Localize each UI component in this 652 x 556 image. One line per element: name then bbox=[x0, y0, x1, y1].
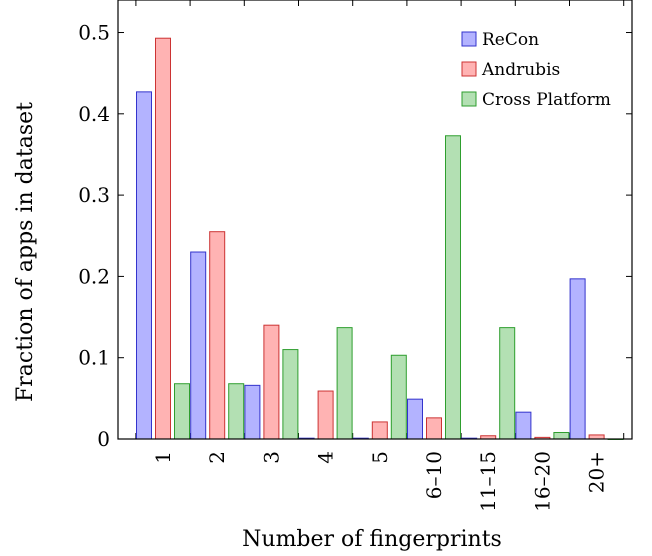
bar-cross-platform bbox=[174, 383, 190, 440]
bar-recon bbox=[244, 384, 261, 440]
x-tick-label: 4 bbox=[314, 451, 338, 464]
y-tick-label: 0 bbox=[97, 427, 110, 451]
y-tick-label: 0.5 bbox=[78, 21, 110, 45]
legend-box bbox=[452, 24, 622, 120]
bar-andrubis bbox=[209, 231, 226, 440]
bar-cross-platform bbox=[336, 327, 353, 440]
bar-recon bbox=[136, 91, 152, 440]
legend-swatch bbox=[461, 31, 477, 47]
bar-cross-platform bbox=[499, 327, 516, 440]
y-tick-label: 0.2 bbox=[78, 264, 110, 288]
legend-items: ReCon Andrubis Cross Platform bbox=[461, 30, 611, 110]
legend-label: ReCon bbox=[482, 30, 539, 50]
legend: ReCon Andrubis Cross Platform bbox=[452, 24, 622, 120]
ticks-layer bbox=[118, 0, 632, 440]
x-axis-title: Number of fingerprints bbox=[242, 527, 502, 552]
legend-label: Cross Platform bbox=[482, 90, 611, 110]
x-tick-label: 2 bbox=[205, 451, 229, 464]
legend-swatch bbox=[461, 91, 477, 107]
plot-frame bbox=[117, 0, 633, 440]
bar-recon bbox=[569, 278, 586, 440]
y-tick-label: 0.4 bbox=[78, 102, 110, 126]
bars-layer bbox=[136, 37, 624, 440]
y-tick-label: 0.1 bbox=[78, 346, 110, 370]
bar-andrubis bbox=[155, 37, 171, 440]
bar-cross-platform bbox=[553, 431, 570, 440]
y-axis-title: Fraction of apps in dataset bbox=[13, 102, 38, 402]
bar-cross-platform bbox=[390, 354, 407, 440]
bar-cross-platform bbox=[282, 349, 299, 440]
bar-andrubis bbox=[263, 324, 280, 440]
legend-swatch bbox=[461, 61, 477, 77]
legend-label: Andrubis bbox=[481, 60, 560, 80]
bar-cross-platform bbox=[228, 383, 245, 440]
x-tick-label: 3 bbox=[259, 451, 283, 464]
bar-recon bbox=[515, 411, 532, 440]
y-tick-labels: 0 0.1 0.2 0.3 0.4 0.5 bbox=[78, 21, 110, 451]
y-tick-label: 0.3 bbox=[78, 183, 110, 207]
bar-andrubis bbox=[426, 417, 442, 440]
bar-recon bbox=[190, 251, 207, 440]
x-tick-label: 16–20 bbox=[530, 451, 554, 512]
bar-andrubis bbox=[317, 390, 334, 440]
bar-andrubis bbox=[588, 434, 605, 440]
bar-cross-platform bbox=[445, 135, 461, 440]
x-tick-label: 20+ bbox=[585, 451, 609, 493]
bar-recon bbox=[407, 398, 423, 440]
x-tick-label: 6–10 bbox=[422, 451, 446, 499]
x-tick-labels: 1 2 3 4 5 6–10 11–15 16–20 20+ bbox=[151, 451, 609, 512]
bar-andrubis bbox=[371, 421, 388, 440]
x-tick-label: 5 bbox=[368, 451, 392, 464]
x-tick-label: 11–15 bbox=[476, 451, 500, 512]
x-tick-label: 1 bbox=[151, 451, 175, 464]
